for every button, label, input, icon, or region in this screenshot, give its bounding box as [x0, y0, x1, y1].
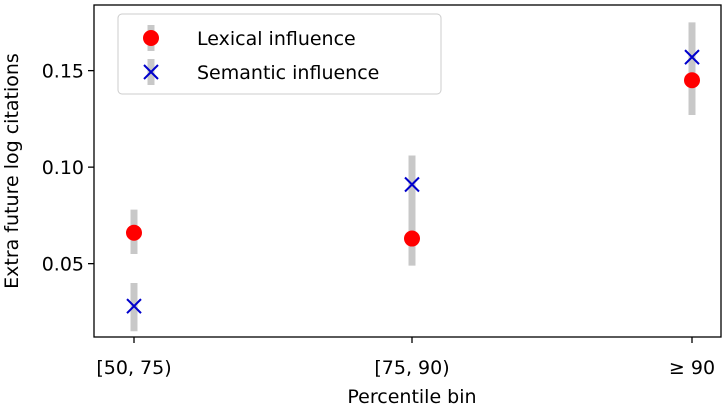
semantic-influence-point-2 [684, 49, 700, 65]
x-axis-ticks: [50, 75) [75, 90) ≥ 90 [96, 337, 715, 379]
legend-semantic-influence-marker [143, 64, 159, 80]
y-tick-label-2: 0.15 [42, 61, 84, 83]
x-axis-label: Percentile bin [347, 386, 476, 408]
legend-box [117, 13, 442, 95]
plot-frame [93, 4, 722, 338]
legend-lexical-influence-marker [143, 30, 159, 46]
y-axis-label: Extra future log citations [1, 53, 23, 289]
lexical-influence-point-1 [404, 230, 420, 247]
data-points [126, 49, 700, 314]
legend: Lexical influence Semantic influence [117, 13, 442, 95]
lexical-influence-point-0 [126, 224, 142, 241]
lexical-influence-point-2 [684, 72, 700, 89]
y-tick-label-0: 0.05 [42, 254, 84, 276]
x-tick-label-1: [75, 90) [374, 357, 449, 379]
y-tick-label-1: 0.10 [42, 157, 84, 179]
legend-lexical-influence-label: Lexical influence [197, 28, 356, 50]
semantic-influence-point-0 [126, 298, 142, 314]
semantic-influence-point-1 [404, 176, 420, 193]
y-axis-ticks: 0.05 0.10 0.15 [42, 61, 94, 276]
x-tick-label-2: ≥ 90 [669, 357, 715, 379]
legend-semantic-influence-label: Semantic influence [197, 62, 379, 84]
x-tick-label-0: [50, 75) [96, 357, 171, 379]
